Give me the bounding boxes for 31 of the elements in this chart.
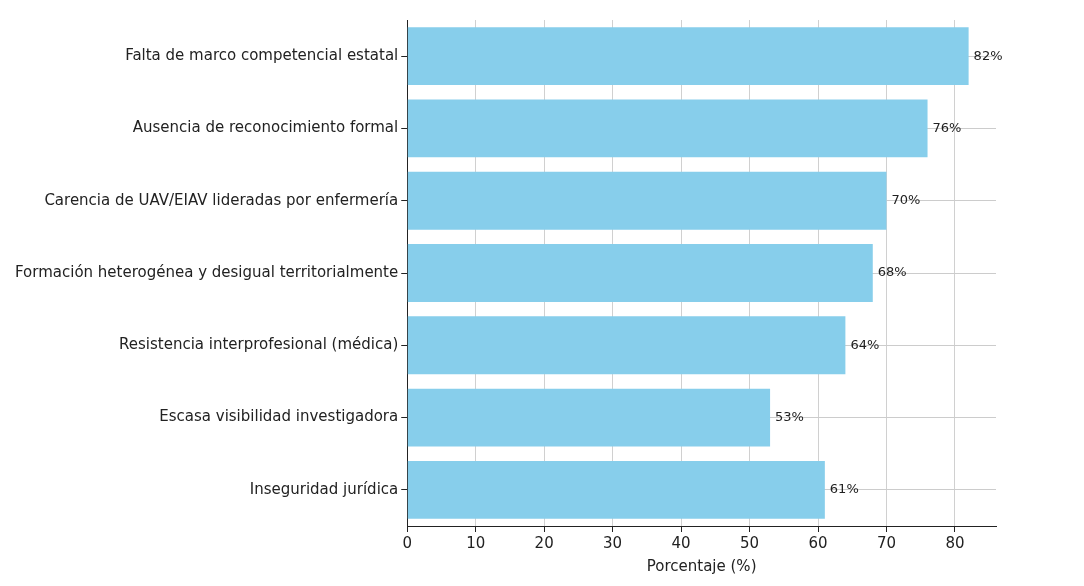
bar [407,27,969,86]
data-label: 53% [775,408,804,424]
x-tick-label: 20 [534,533,554,552]
x-tick-label: 10 [466,533,486,552]
bar [407,388,771,447]
data-label: 70% [891,192,921,208]
y-tick-label: Falta de marco competencial estatal [125,46,399,65]
data-label: 64% [850,336,880,352]
x-tick-label: 70 [876,533,897,552]
x-tick-label: 40 [671,533,691,552]
data-label: 61% [829,481,859,497]
data-label: 68% [877,264,907,280]
x-tick-label: 60 [808,533,828,552]
y-tick-label: Inseguridad jurídica [249,479,399,498]
bar [407,99,928,158]
y-tick-label: Resistencia interprofesional (médica) [119,335,399,354]
bar [407,171,887,230]
x-axis-title: Porcentaje (%) [646,556,757,575]
x-tick-label: 50 [740,533,760,552]
y-tick-label: Carencia de UAV/EIAV lideradas por enfermería [44,190,399,209]
bar [407,316,846,375]
bar [407,460,825,519]
bar [407,244,873,302]
y-tick-label: Escasa visibilidad investigadora [159,407,399,426]
x-tick-label: 30 [603,533,623,552]
data-label: 76% [932,119,962,135]
y-tick-label: Ausencia de reconocimiento formal [132,118,399,137]
data-label: 82% [973,47,1003,63]
x-tick-label: 0 [402,533,413,552]
x-tick-label: 80 [945,533,965,552]
y-tick-label: Formación heterogénea y desigual territorialmente [14,262,399,281]
